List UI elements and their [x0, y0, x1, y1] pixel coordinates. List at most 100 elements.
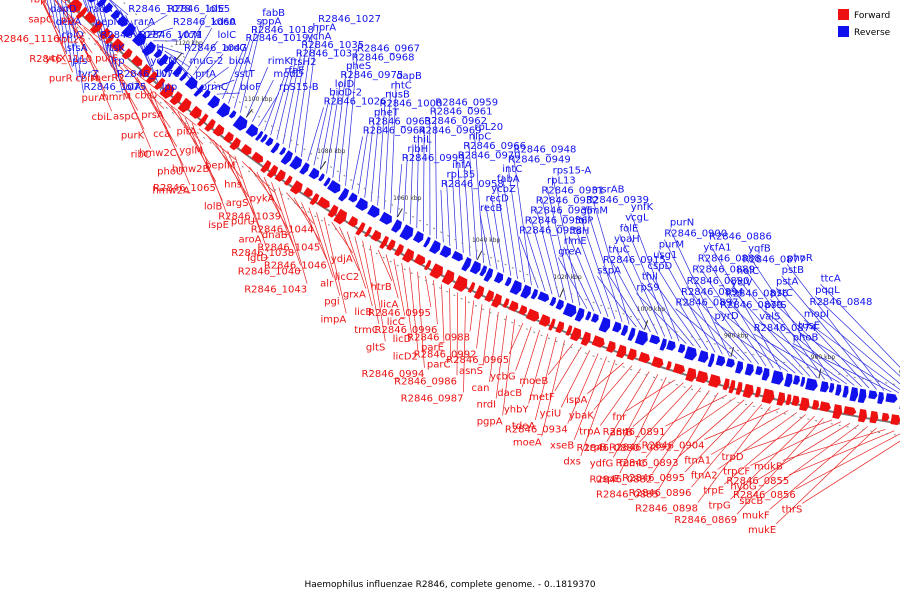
forward-gene-arrow [869, 410, 879, 424]
reverse-gene-arrow [102, 2, 113, 14]
forward-gene-arrow [212, 124, 225, 137]
forward-gene-label-line [77, 21, 119, 53]
reverse-gene-label-line [742, 265, 826, 380]
forward-gene-arrow [131, 55, 143, 67]
reverse-gene-label-line [708, 242, 782, 370]
reverse-gene-label-line [602, 265, 644, 330]
reverse-gene-label: recD [486, 194, 510, 205]
forward-gene-arrow [651, 356, 664, 369]
forward-label-lines [40, 0, 900, 525]
forward-gene-label-line [547, 343, 574, 376]
tick-label: 1120 kbp [175, 40, 203, 47]
reverse-gene-arrow [355, 197, 368, 211]
forward-gene-arrow [491, 293, 502, 308]
reverse-gene-arrow [308, 167, 320, 180]
reverse-gene-label-line [276, 59, 297, 140]
reverse-gene-label-line [580, 216, 616, 320]
tick-label: 1000 kbp [637, 306, 665, 313]
forward-gene-label: parC [427, 359, 451, 370]
reverse-gene-label: ftsH2 [290, 57, 316, 68]
forward-gene-label-line [42, 0, 73, 73]
forward-gene-label: purE [95, 54, 118, 65]
forward-gene-label: R2846_0994 [362, 369, 425, 380]
reverse-gene-label: R2846_0886 [709, 231, 772, 242]
reverse-gene-label: bioF [240, 82, 261, 93]
forward-gene-label: bepIM [205, 161, 235, 172]
reverse-gene-label-line [496, 184, 512, 276]
reverse-gene-arrow [684, 346, 697, 361]
reverse-gene-arrow [245, 123, 259, 137]
reverse-gene-label: lpp [162, 82, 177, 93]
forward-gene-arrow [754, 386, 761, 398]
forward-gene-label-line [116, 58, 158, 90]
forward-gene-label-line [534, 337, 557, 421]
reverse-gene-arrow [461, 257, 472, 272]
reverse-gene-label: rhtC [391, 80, 412, 91]
reverse-gene-label: thiI [642, 272, 658, 283]
forward-gene-label-line [600, 368, 641, 426]
reverse-gene-arrow [715, 355, 726, 367]
forward-gene-label-line [750, 421, 842, 466]
forward-gene-label: cbiL [91, 112, 112, 123]
forward-gene-arrow [309, 193, 320, 206]
reverse-gene-label: dapB [396, 71, 422, 82]
forward-gene-label: yhbY [504, 405, 530, 416]
reverse-gene-label: R2846_0966 [463, 141, 526, 152]
forward-gene-label: ydfG [590, 458, 614, 469]
forward-gene-arrow [616, 344, 627, 359]
forward-gene-label-line [156, 94, 197, 126]
tick-mark [396, 208, 403, 218]
reverse-gene-label: R2846_0949 [508, 154, 571, 165]
reverse-gene-arrow [537, 291, 550, 302]
forward-gene-label: pitA [177, 127, 197, 138]
reverse-gene-label: fabA [497, 174, 520, 185]
reverse-gene-label: ihfA [452, 160, 472, 171]
reverse-gene-label-line [451, 170, 457, 250]
reverse-gene-arrow [800, 376, 805, 387]
forward-gene-label: asnS [459, 366, 483, 377]
forward-gene-label-line [377, 249, 393, 282]
reverse-gene-arrow [270, 142, 280, 154]
reverse-gene-label: sppA [257, 17, 282, 28]
reverse-gene-label-line [619, 234, 666, 337]
forward-gene-label: purR [49, 73, 73, 84]
forward-gene-arrow [761, 388, 775, 404]
forward-gene-arrow [776, 392, 786, 406]
forward-gene-label: R2846_0893 [616, 458, 679, 469]
reverse-gene-arrow [868, 390, 878, 400]
reverse-gene-arrow [163, 59, 176, 74]
reverse-gene-label: hprA [313, 23, 337, 34]
forward-gene-label: R2846_0856 [733, 490, 796, 501]
reverse-gene-arrow [193, 84, 205, 97]
legend-reverse-swatch [838, 26, 849, 37]
forward-gene-arrow [317, 196, 330, 209]
forward-gene-label-line [567, 353, 599, 424]
reverse-gene-label-line [326, 80, 341, 174]
forward-gene-label: ppc [61, 15, 79, 26]
reverse-gene-label-line [193, 40, 218, 76]
forward-gene-label: R2846_0895 [622, 473, 685, 484]
reverse-gene-label-line [468, 142, 478, 260]
reverse-gene-label: folE [620, 223, 639, 234]
reverse-gene-arrow [744, 363, 754, 376]
forward-gene-label-line [129, 70, 171, 129]
reverse-gene-arrow [761, 367, 770, 381]
forward-gene-label: R2846_1110 [29, 54, 92, 65]
reverse-gene-label-line [786, 263, 885, 391]
reverse-gene-arrow [299, 162, 310, 175]
reverse-gene-arrow [784, 373, 793, 388]
forward-gene-label-line [362, 240, 380, 324]
forward-gene-label-line [489, 311, 499, 382]
tick-label: 960 kbp [811, 354, 836, 361]
forward-gene-arrow [525, 308, 540, 322]
forward-gene-label-line [278, 187, 308, 284]
reverse-gene-label: R2846_0936 [525, 216, 588, 227]
reverse-gene-arrow [842, 385, 849, 398]
forward-gene-label: thrS [782, 504, 803, 515]
reverse-gene-label-line [50, 0, 56, 29]
reverse-gene-arrow [504, 276, 512, 287]
forward-gene-arrow [548, 318, 556, 331]
forward-gene-label: xseB [550, 441, 574, 452]
reverse-gene-arrow [260, 133, 268, 143]
reverse-gene-label: aroG [223, 43, 247, 54]
